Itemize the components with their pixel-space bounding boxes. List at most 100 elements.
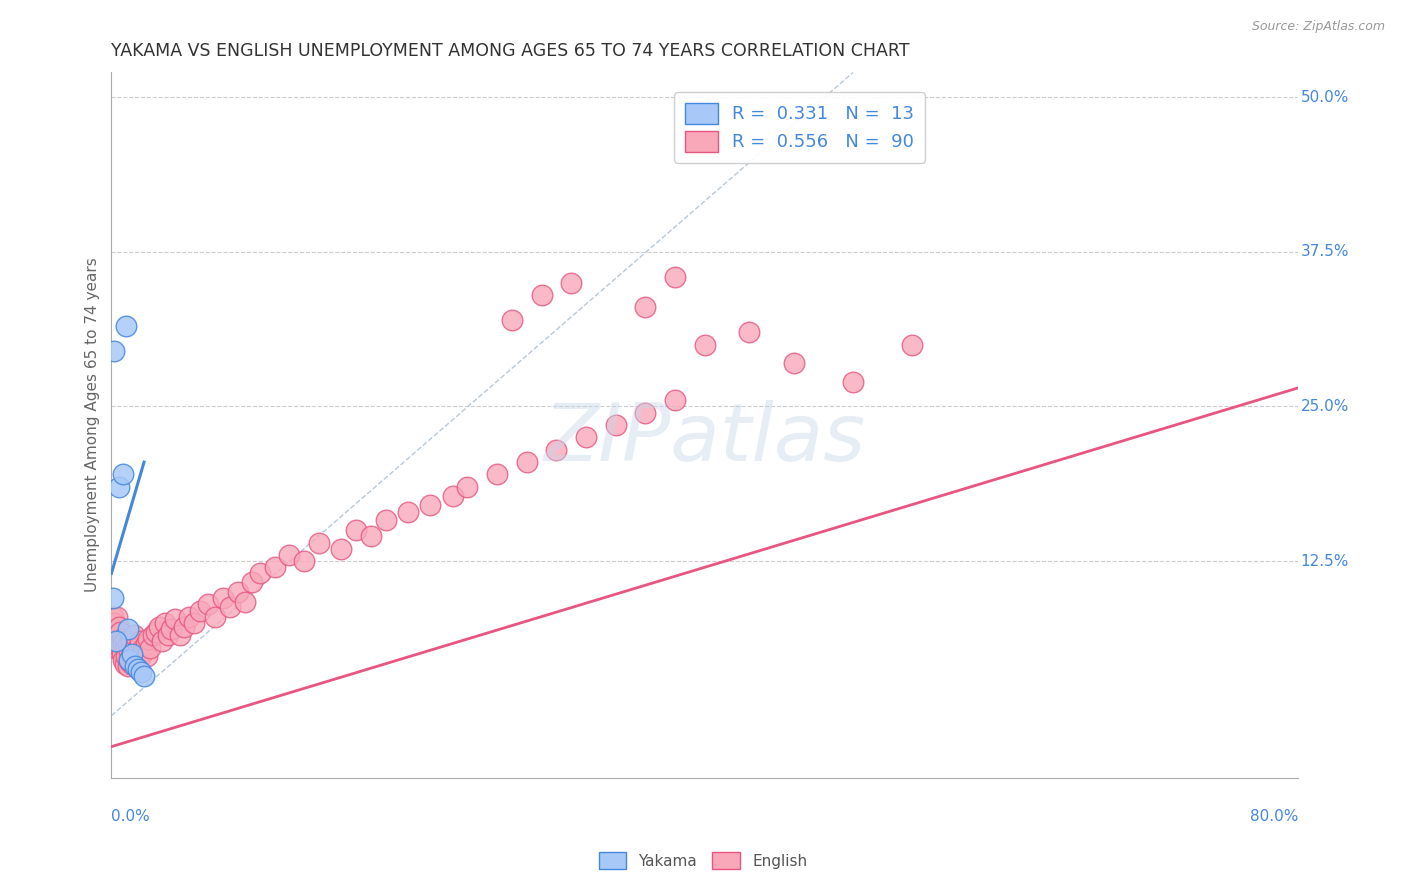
Point — [842, 375, 865, 389]
Point — [344, 523, 367, 537]
Text: 37.5%: 37.5% — [1301, 244, 1348, 260]
Point — [263, 560, 285, 574]
Point — [112, 467, 135, 482]
Point — [419, 499, 441, 513]
Point — [104, 640, 127, 655]
Point — [530, 288, 553, 302]
Point — [292, 554, 315, 568]
Text: YAKAMA VS ENGLISH UNEMPLOYMENT AMONG AGES 65 TO 74 YEARS CORRELATION CHART: YAKAMA VS ENGLISH UNEMPLOYMENT AMONG AGE… — [111, 42, 910, 60]
Point — [103, 634, 125, 648]
Text: Source: ZipAtlas.com: Source: ZipAtlas.com — [1251, 20, 1385, 33]
Point — [177, 609, 200, 624]
Point — [101, 591, 124, 606]
Point — [124, 649, 146, 664]
Point — [112, 653, 135, 667]
Point — [664, 269, 686, 284]
Point — [112, 637, 135, 651]
Point — [278, 548, 301, 562]
Text: 25.0%: 25.0% — [1301, 399, 1348, 414]
Point — [127, 662, 149, 676]
Point — [111, 632, 134, 646]
Point — [101, 609, 124, 624]
Point — [129, 665, 152, 680]
Point — [110, 640, 132, 655]
Point — [456, 480, 478, 494]
Point — [118, 654, 141, 668]
Point — [901, 337, 924, 351]
Point — [605, 417, 627, 432]
Point — [103, 615, 125, 630]
Point — [738, 325, 761, 339]
Point — [132, 644, 155, 658]
Point — [115, 319, 138, 334]
Point — [105, 628, 128, 642]
Point — [125, 647, 148, 661]
Point — [115, 649, 138, 664]
Point — [117, 622, 139, 636]
Point — [132, 669, 155, 683]
Point — [104, 634, 127, 648]
Y-axis label: Unemployment Among Ages 65 to 74 years: Unemployment Among Ages 65 to 74 years — [86, 258, 100, 592]
Point — [131, 640, 153, 655]
Point — [634, 406, 657, 420]
Point — [127, 640, 149, 655]
Point — [190, 603, 212, 617]
Point — [249, 566, 271, 581]
Point — [219, 599, 242, 614]
Point — [105, 609, 128, 624]
Point — [104, 622, 127, 636]
Text: 12.5%: 12.5% — [1301, 554, 1348, 568]
Point — [139, 640, 162, 655]
Point — [103, 343, 125, 358]
Point — [136, 649, 159, 664]
Point — [121, 657, 143, 671]
Point — [360, 529, 382, 543]
Point — [159, 622, 181, 636]
Point — [308, 535, 330, 549]
Point — [145, 624, 167, 639]
Point — [396, 505, 419, 519]
Point — [114, 634, 136, 648]
Point — [693, 337, 716, 351]
Point — [120, 634, 142, 648]
Text: 80.0%: 80.0% — [1250, 809, 1298, 824]
Text: ZIPatlas: ZIPatlas — [544, 401, 866, 478]
Point — [560, 276, 582, 290]
Point — [165, 612, 187, 626]
Point — [111, 647, 134, 661]
Point — [120, 649, 142, 664]
Point — [486, 467, 509, 482]
Point — [183, 615, 205, 630]
Point — [122, 640, 145, 655]
Point — [156, 628, 179, 642]
Point — [124, 659, 146, 673]
Point — [142, 628, 165, 642]
Point — [122, 628, 145, 642]
Point — [233, 595, 256, 609]
Legend: Yakama, English: Yakama, English — [592, 846, 814, 875]
Point — [226, 585, 249, 599]
Point — [150, 634, 173, 648]
Point — [211, 591, 233, 606]
Point — [240, 575, 263, 590]
Point — [118, 653, 141, 667]
Point — [135, 637, 157, 651]
Point — [148, 620, 170, 634]
Point — [197, 598, 219, 612]
Text: 0.0%: 0.0% — [111, 809, 150, 824]
Point — [129, 649, 152, 664]
Point — [121, 647, 143, 661]
Point — [114, 657, 136, 671]
Point — [501, 313, 523, 327]
Point — [118, 644, 141, 658]
Point — [783, 356, 806, 370]
Point — [110, 624, 132, 639]
Point — [101, 628, 124, 642]
Point — [330, 541, 353, 556]
Point — [117, 637, 139, 651]
Point — [108, 620, 131, 634]
Point — [575, 430, 598, 444]
Point — [516, 455, 538, 469]
Point — [128, 634, 150, 648]
Point — [173, 620, 195, 634]
